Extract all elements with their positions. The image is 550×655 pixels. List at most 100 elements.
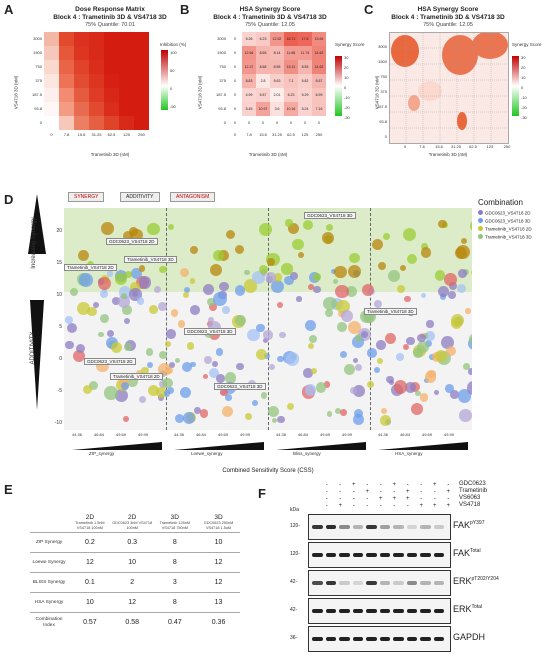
point-annotation: Trametinib_VS4718 2D bbox=[110, 373, 163, 380]
panel-a-legend-bar bbox=[161, 50, 168, 110]
scatter-point bbox=[468, 368, 472, 375]
molecular-weight: 120- bbox=[290, 551, 301, 557]
blot-band bbox=[312, 609, 323, 613]
scatter-point bbox=[163, 390, 170, 397]
combination-legend-title: Combination bbox=[478, 198, 523, 207]
x-tick-label: 15.6 bbox=[77, 132, 86, 137]
scatter-point bbox=[304, 320, 316, 332]
scatter-point bbox=[72, 349, 86, 363]
scatter-point bbox=[174, 414, 184, 423]
treatment-mark: - bbox=[447, 482, 450, 488]
blot-band bbox=[433, 609, 444, 613]
table-cell: 13 bbox=[214, 599, 223, 606]
blot-band bbox=[352, 525, 363, 529]
legend-tick: 0 bbox=[521, 85, 524, 90]
panel-b-legend-title: Synergy Score bbox=[335, 42, 365, 47]
x-tick-label: 125 bbox=[301, 132, 309, 137]
scatter-point bbox=[353, 414, 364, 425]
x-tick-label: 15.6 bbox=[435, 144, 443, 149]
heatmap-cell bbox=[44, 116, 59, 130]
scatter-point bbox=[324, 308, 334, 317]
treatment-mark: - bbox=[325, 489, 328, 495]
row-label: Combination Index bbox=[35, 616, 63, 628]
scatter-point bbox=[376, 340, 386, 350]
scatter-point bbox=[340, 409, 347, 416]
scatter-point bbox=[450, 318, 463, 330]
table-cell: 12 bbox=[128, 599, 137, 606]
scatter-point bbox=[404, 381, 416, 393]
blot-modification: pT202/Y204 bbox=[471, 576, 499, 582]
panel-a-title: Dose Response Matrix bbox=[75, 6, 145, 13]
scatter-point bbox=[273, 273, 283, 282]
scatter-point bbox=[157, 302, 167, 312]
blot-strip bbox=[308, 626, 451, 652]
scatter-point bbox=[277, 356, 284, 363]
scatter-point bbox=[106, 329, 114, 337]
y-tick-label: 20 bbox=[56, 228, 62, 234]
blot-band bbox=[433, 637, 444, 641]
scatter-point bbox=[167, 223, 175, 231]
scatter-point bbox=[219, 281, 229, 292]
panel-b-title: HSA Synergy Score bbox=[239, 6, 301, 13]
scatter-point bbox=[387, 270, 400, 283]
scatter-point bbox=[202, 283, 214, 296]
matrix-cell: 5.45 bbox=[242, 102, 256, 116]
treatment-mark: - bbox=[420, 482, 423, 488]
y-tick-label: 1500 bbox=[33, 50, 42, 55]
blot-protein: GAPDH bbox=[453, 632, 486, 642]
treatment-mark: - bbox=[366, 482, 369, 488]
scatter-point bbox=[410, 403, 424, 416]
scatter-point bbox=[380, 407, 387, 414]
scatter-point bbox=[138, 395, 147, 404]
matrix-cell: 5.57 bbox=[256, 88, 270, 102]
scatter-point bbox=[267, 405, 279, 417]
scatter-point bbox=[189, 278, 196, 284]
molecular-weight: 42- bbox=[290, 579, 298, 585]
blot-protein: ERK bbox=[453, 576, 472, 586]
scatter-point bbox=[138, 265, 146, 272]
table-cell: 8 bbox=[172, 599, 177, 606]
scatter-point bbox=[263, 330, 273, 340]
molecular-weight: 42- bbox=[290, 607, 298, 613]
heatmap-cell bbox=[89, 88, 104, 102]
heatmap-cell bbox=[134, 60, 149, 74]
scatter-point bbox=[407, 253, 418, 264]
scatter-point bbox=[463, 362, 471, 370]
matrix-cell: 8.55 bbox=[270, 60, 284, 74]
scatter-point bbox=[380, 415, 391, 426]
scatter-point bbox=[286, 402, 294, 411]
scatter-point bbox=[400, 264, 407, 271]
matrix-cell: 11.68 bbox=[284, 46, 298, 60]
scatter-point bbox=[225, 229, 236, 239]
scatter-point bbox=[206, 297, 215, 306]
scatter-point bbox=[170, 309, 179, 317]
scatter-point bbox=[131, 268, 142, 279]
scatter-x-ticks: 44.36 46.84 49.69 49.99 ZIP_synergy 44.36 46.8… bbox=[64, 432, 472, 460]
scatter-point bbox=[373, 367, 380, 374]
matrix-cell: 0 bbox=[284, 116, 298, 130]
row-label: HSA Synergy bbox=[34, 599, 64, 605]
legend-tick: 10 bbox=[521, 75, 526, 80]
column-header: 2D Trametinib 1.5nM VS4718 100nM bbox=[68, 514, 112, 533]
y-tick-label: 3000 bbox=[378, 44, 387, 49]
scatter-point bbox=[383, 233, 391, 241]
matrix-cell: 13.21 bbox=[284, 60, 298, 74]
scatter-point bbox=[367, 380, 374, 388]
scatter-point bbox=[82, 384, 93, 394]
scatter-point bbox=[212, 249, 225, 262]
header-empty bbox=[30, 514, 68, 533]
blot-band bbox=[366, 553, 377, 557]
treatment-mark: + bbox=[338, 503, 342, 509]
table-cell: 3 bbox=[172, 579, 177, 586]
y-tick-label: 93.8 bbox=[379, 119, 387, 124]
scatter-point bbox=[111, 342, 122, 354]
scatter-point bbox=[194, 407, 202, 414]
legend-label: GDC0623_VS4718 3D bbox=[485, 218, 531, 224]
table-cell: 10 bbox=[86, 599, 94, 606]
scatter-point bbox=[262, 337, 268, 343]
scatter-point bbox=[397, 284, 405, 293]
column-header: 2D GDC0623 3nM VS4718 100nM bbox=[112, 514, 153, 533]
legend-tick: -50 bbox=[170, 104, 176, 109]
hsa-synergy-matrix: 3000 0 5.26 6.23 12.52 18.71 17.8 13.69 1500 0 12.… bbox=[212, 32, 327, 142]
scatter-point bbox=[88, 380, 98, 390]
